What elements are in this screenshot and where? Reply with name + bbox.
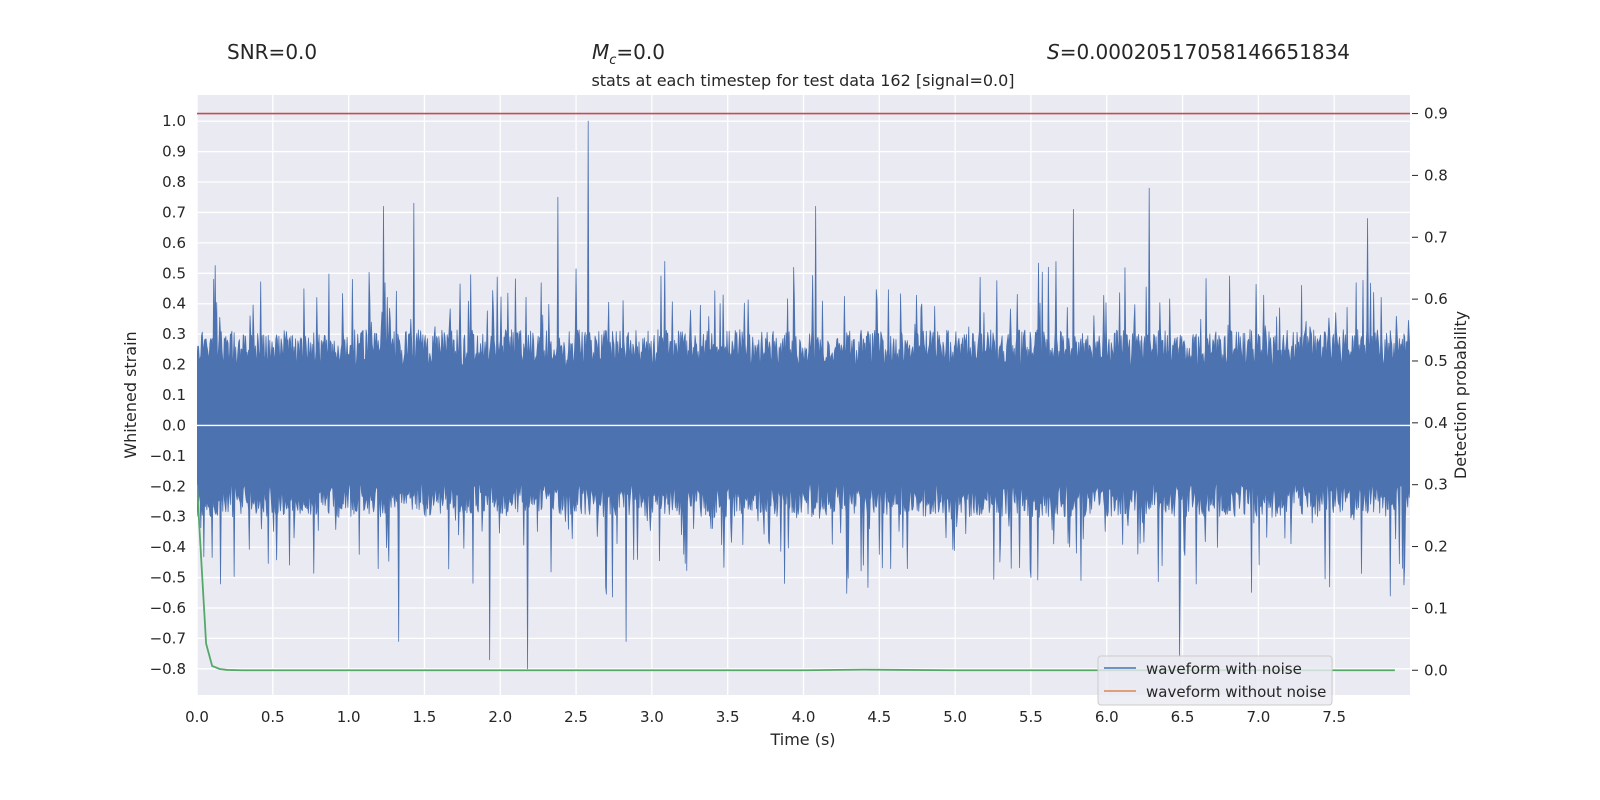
y-tick-label: −0.4 (150, 538, 186, 556)
y2-tick-label: 0.2 (1424, 538, 1448, 556)
s-stat: S=0.00020517058146651834 (1047, 40, 1350, 64)
x-tick-label: 0.0 (185, 708, 209, 726)
chart-title: stats at each timestep for test data 162… (591, 71, 1014, 90)
y2-tick-label: 0.4 (1424, 414, 1448, 432)
x-tick-label: 2.0 (488, 708, 512, 726)
s-symbol: S (1047, 40, 1060, 64)
waveform-with-noise-series (197, 120, 1410, 670)
y-tick-label: 0.6 (162, 234, 186, 252)
x-tick-label: 1.5 (413, 708, 437, 726)
snr-label: SNR= (227, 40, 286, 64)
y-axis-label: Whitened strain (121, 331, 140, 458)
x-axis-ticks: 0.0 0.5 1.0 1.5 2.0 2.5 3.0 3.5 4.0 4.5 5.0 5.5 6.0 6… (185, 708, 1346, 726)
x-tick-label: 2.5 (564, 708, 588, 726)
y2-tick-label: 0.7 (1424, 228, 1448, 246)
y-tick-label: 0.7 (162, 203, 186, 221)
y-tick-label: 0.0 (162, 416, 186, 434)
x-tick-label: 5.5 (1019, 708, 1043, 726)
snr-value: 0.0 (285, 40, 318, 64)
y-tick-label: −0.7 (150, 629, 186, 647)
x-tick-label: 6.5 (1171, 708, 1195, 726)
x-tick-label: 7.5 (1322, 708, 1346, 726)
y2-axis-label: Detection probability (1451, 311, 1470, 479)
y-axis-ticks: 1.0 0.9 0.8 0.7 0.6 0.5 0.4 0.3 0.2 0.1 0.0 −0.1 −0.… (150, 112, 186, 678)
detection-probability-series (197, 484, 1395, 672)
chirp-mass-value: =0.0 (616, 40, 665, 64)
y-tick-label: 0.1 (162, 386, 186, 404)
x-tick-label: 3.0 (640, 708, 664, 726)
y2-tick-label: 0.1 (1424, 599, 1448, 617)
y-tick-label: −0.2 (150, 477, 186, 495)
y2-tick-label: 0.3 (1424, 476, 1448, 494)
y2-tick-label: 0.6 (1424, 290, 1448, 308)
x-tick-label: 3.5 (716, 708, 740, 726)
y-tick-label: −0.1 (150, 447, 186, 465)
legend-label-with-noise: waveform with noise (1146, 660, 1302, 678)
y2-tick-label: 0.8 (1424, 166, 1448, 184)
y2-tick-label: 0.5 (1424, 352, 1448, 370)
y-tick-label: −0.8 (150, 660, 186, 678)
legend-box (1097, 655, 1333, 706)
y-tick-label: 0.9 (162, 143, 186, 161)
y-tick-label: 0.4 (162, 295, 186, 313)
y-tick-label: 1.0 (162, 112, 186, 130)
chirp-mass-subscript: c (609, 53, 617, 68)
legend-label-without-noise: waveform without noise (1146, 683, 1326, 701)
y-tick-label: −0.3 (150, 508, 186, 526)
x-axis-label: Time (s) (769, 730, 835, 749)
y2-tick-label: 0.0 (1424, 661, 1448, 679)
x-tick-label: 6.0 (1095, 708, 1119, 726)
chirp-mass-symbol: M (592, 40, 610, 64)
y-tick-label: −0.5 (150, 569, 186, 587)
snr-stat: SNR=0.0 (227, 40, 317, 64)
x-tick-label: 4.5 (867, 708, 891, 726)
y2-axis-ticks: 0.9 0.8 0.7 0.6 0.5 0.4 0.3 0.2 0.1 0.0 (1412, 105, 1448, 679)
y-tick-label: −0.6 (150, 599, 186, 617)
x-tick-label: 4.0 (792, 708, 816, 726)
x-tick-label: 1.0 (337, 708, 361, 726)
x-tick-label: 0.5 (261, 708, 285, 726)
y2-tick-label: 0.9 (1424, 105, 1448, 123)
s-value: =0.00020517058146651834 (1059, 40, 1351, 64)
y-tick-label: 0.5 (162, 264, 186, 282)
legend: waveform with noise waveform without noi… (1097, 655, 1333, 706)
series-layer (197, 112, 1410, 672)
y-tick-label: 0.3 (162, 325, 186, 343)
y-tick-label: 0.8 (162, 173, 186, 191)
y-tick-label: 0.2 (162, 356, 186, 374)
x-tick-label: 7.0 (1246, 708, 1270, 726)
chirp-mass-stat: Mc=0.0 (592, 40, 665, 68)
x-tick-label: 5.0 (943, 708, 967, 726)
